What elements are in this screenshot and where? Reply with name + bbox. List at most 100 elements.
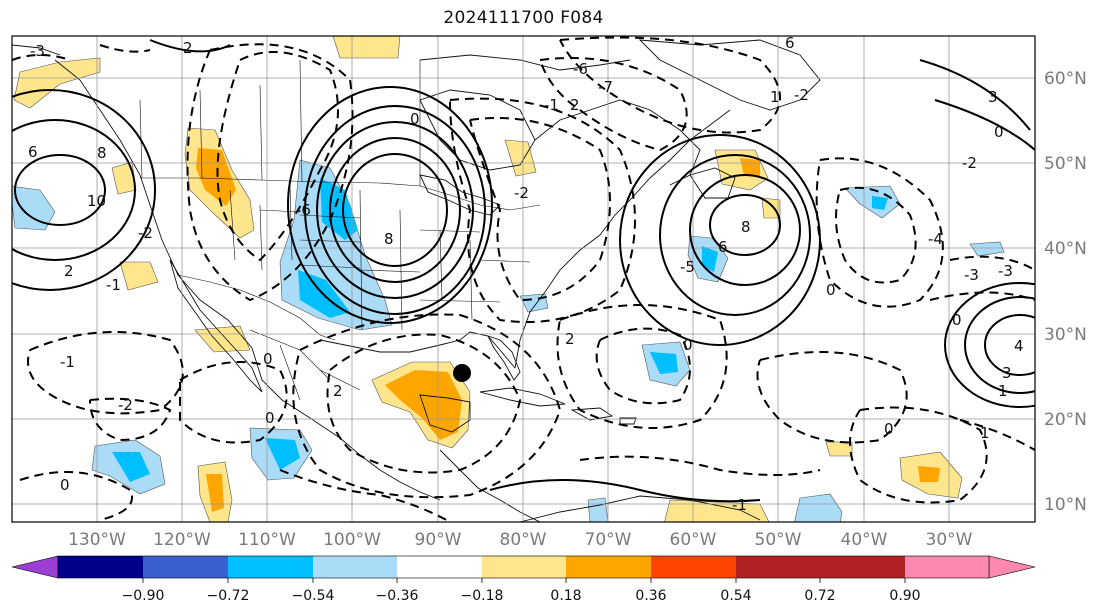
longitude-label: 70°W	[585, 530, 632, 550]
map-frame	[11, 35, 1036, 523]
positive-anomaly-area	[825, 441, 853, 457]
contour-label: -7	[598, 78, 613, 96]
contour-positive	[709, 194, 781, 256]
contour-negative	[89, 397, 172, 442]
contour-label: -2	[794, 86, 809, 104]
contour-label: 3	[1002, 364, 1012, 382]
hudson-bay	[419, 89, 536, 171]
negative-anomaly-area	[587, 497, 609, 522]
latitude-label: 20°N	[1044, 410, 1087, 430]
contour-negative	[959, 419, 1035, 451]
longitude-label: 60°W	[670, 530, 717, 550]
contour-positive	[12, 89, 156, 291]
state-borders	[229, 184, 531, 331]
contour-negative	[595, 327, 691, 405]
alaska-coast	[12, 44, 61, 56]
colorbar-tick-label: −0.18	[461, 588, 504, 604]
contour-label: -4	[928, 230, 943, 248]
longitude-labels: 130°W 120°W 110°W 100°W 90°W 80°W 70°W 6…	[68, 530, 973, 550]
positive-anomaly-area	[918, 466, 940, 482]
contour-negative	[815, 157, 944, 308]
contour-negative	[27, 331, 184, 415]
gulf-of-mexico-coast	[319, 331, 516, 369]
colorbar-tick-label: −0.54	[292, 588, 335, 604]
colorbar-segment	[820, 556, 905, 578]
contour-positive	[12, 119, 136, 261]
colorbar-tick-label: 0.90	[889, 588, 920, 604]
latitude-label: 10°N	[1044, 495, 1087, 515]
contour-label: 8	[384, 230, 394, 248]
contour-positive	[919, 59, 1031, 131]
longitude-label: 120°W	[153, 530, 211, 550]
contour-label: -1	[60, 353, 75, 371]
colorbar-tick-label: −0.36	[376, 588, 419, 604]
positive-anomaly-area	[196, 148, 236, 206]
colorbar-tick-label: 0.54	[720, 588, 751, 604]
contour-label: -1	[106, 276, 121, 294]
colorbar-segment	[566, 556, 651, 578]
contour-label: 0	[60, 476, 70, 494]
baja-california	[169, 259, 263, 393]
latitude-labels: 60°N 50°N 40°N 30°N 20°N 10°N	[1044, 69, 1087, 515]
colorbar-tick-label: 0.18	[550, 588, 581, 604]
map-title: 2024111700 F084	[443, 8, 604, 28]
us-canada-border	[140, 177, 541, 211]
contour-label: -1	[544, 96, 559, 114]
colorbar-extend-right	[988, 555, 1036, 579]
longitude-label: 80°W	[500, 530, 547, 550]
contour-label: 8	[97, 144, 107, 162]
longitude-label: 40°W	[841, 530, 888, 550]
contour-negative	[449, 97, 636, 323]
contour-negative	[835, 186, 917, 284]
contour-negative	[469, 117, 611, 302]
contour-negative	[929, 291, 1035, 301]
positive-anomaly-area	[206, 474, 224, 512]
greenland	[638, 39, 821, 111]
colorbar: −0.90 −0.72 −0.54 −0.36 −0.18 0.18 0.36 …	[11, 555, 1036, 604]
contour-positive	[619, 134, 821, 346]
positive-anomaly-area	[504, 139, 537, 177]
contour-label: -6	[573, 60, 588, 78]
contour-label: 0	[826, 281, 836, 299]
colorbar-extend-left	[11, 555, 59, 579]
colorbar-outline	[57, 555, 990, 579]
contour-negative	[292, 313, 562, 499]
contour-negative	[179, 361, 288, 444]
contour-positive	[984, 314, 1035, 376]
contour-label: 0	[410, 110, 420, 128]
positive-anomaly-area	[740, 158, 760, 176]
colorbar-segment	[905, 556, 989, 578]
contour-label: -3	[998, 262, 1013, 280]
latitude-label: 30°N	[1044, 325, 1087, 345]
contour-negative	[539, 57, 688, 152]
contour-label: 1	[998, 382, 1008, 400]
arctic-islands	[419, 54, 631, 71]
contour-positive	[489, 479, 761, 503]
contour-label: 10	[87, 192, 106, 210]
contour-label: 1	[770, 88, 780, 106]
positive-anomaly-area	[194, 325, 251, 353]
florida	[487, 335, 521, 381]
contour-label: -2	[138, 224, 153, 242]
contour-positive	[964, 296, 1035, 394]
negative-anomaly-area	[650, 352, 678, 374]
negative-contours	[12, 36, 1035, 522]
negative-anomaly-area	[872, 196, 888, 210]
negative-anomaly-area	[702, 246, 718, 272]
contour-label: 0	[952, 311, 962, 329]
contour-positive	[14, 154, 106, 226]
contour-positive	[316, 121, 474, 299]
yucatan	[419, 394, 471, 433]
contour-negative	[849, 406, 988, 504]
colorbar-tick-label: 0.36	[635, 588, 666, 604]
colorbar-segment	[736, 556, 820, 578]
negative-anomaly-area	[320, 178, 358, 240]
contour-label: 6	[28, 143, 38, 161]
contour-label: -5	[680, 258, 695, 276]
colorbar-segment	[397, 556, 482, 578]
map-background	[12, 36, 1035, 522]
contour-positive	[934, 99, 1035, 151]
contour-label: 6	[718, 238, 728, 256]
contour-negative	[99, 44, 151, 53]
longitude-label: 30°W	[926, 530, 973, 550]
